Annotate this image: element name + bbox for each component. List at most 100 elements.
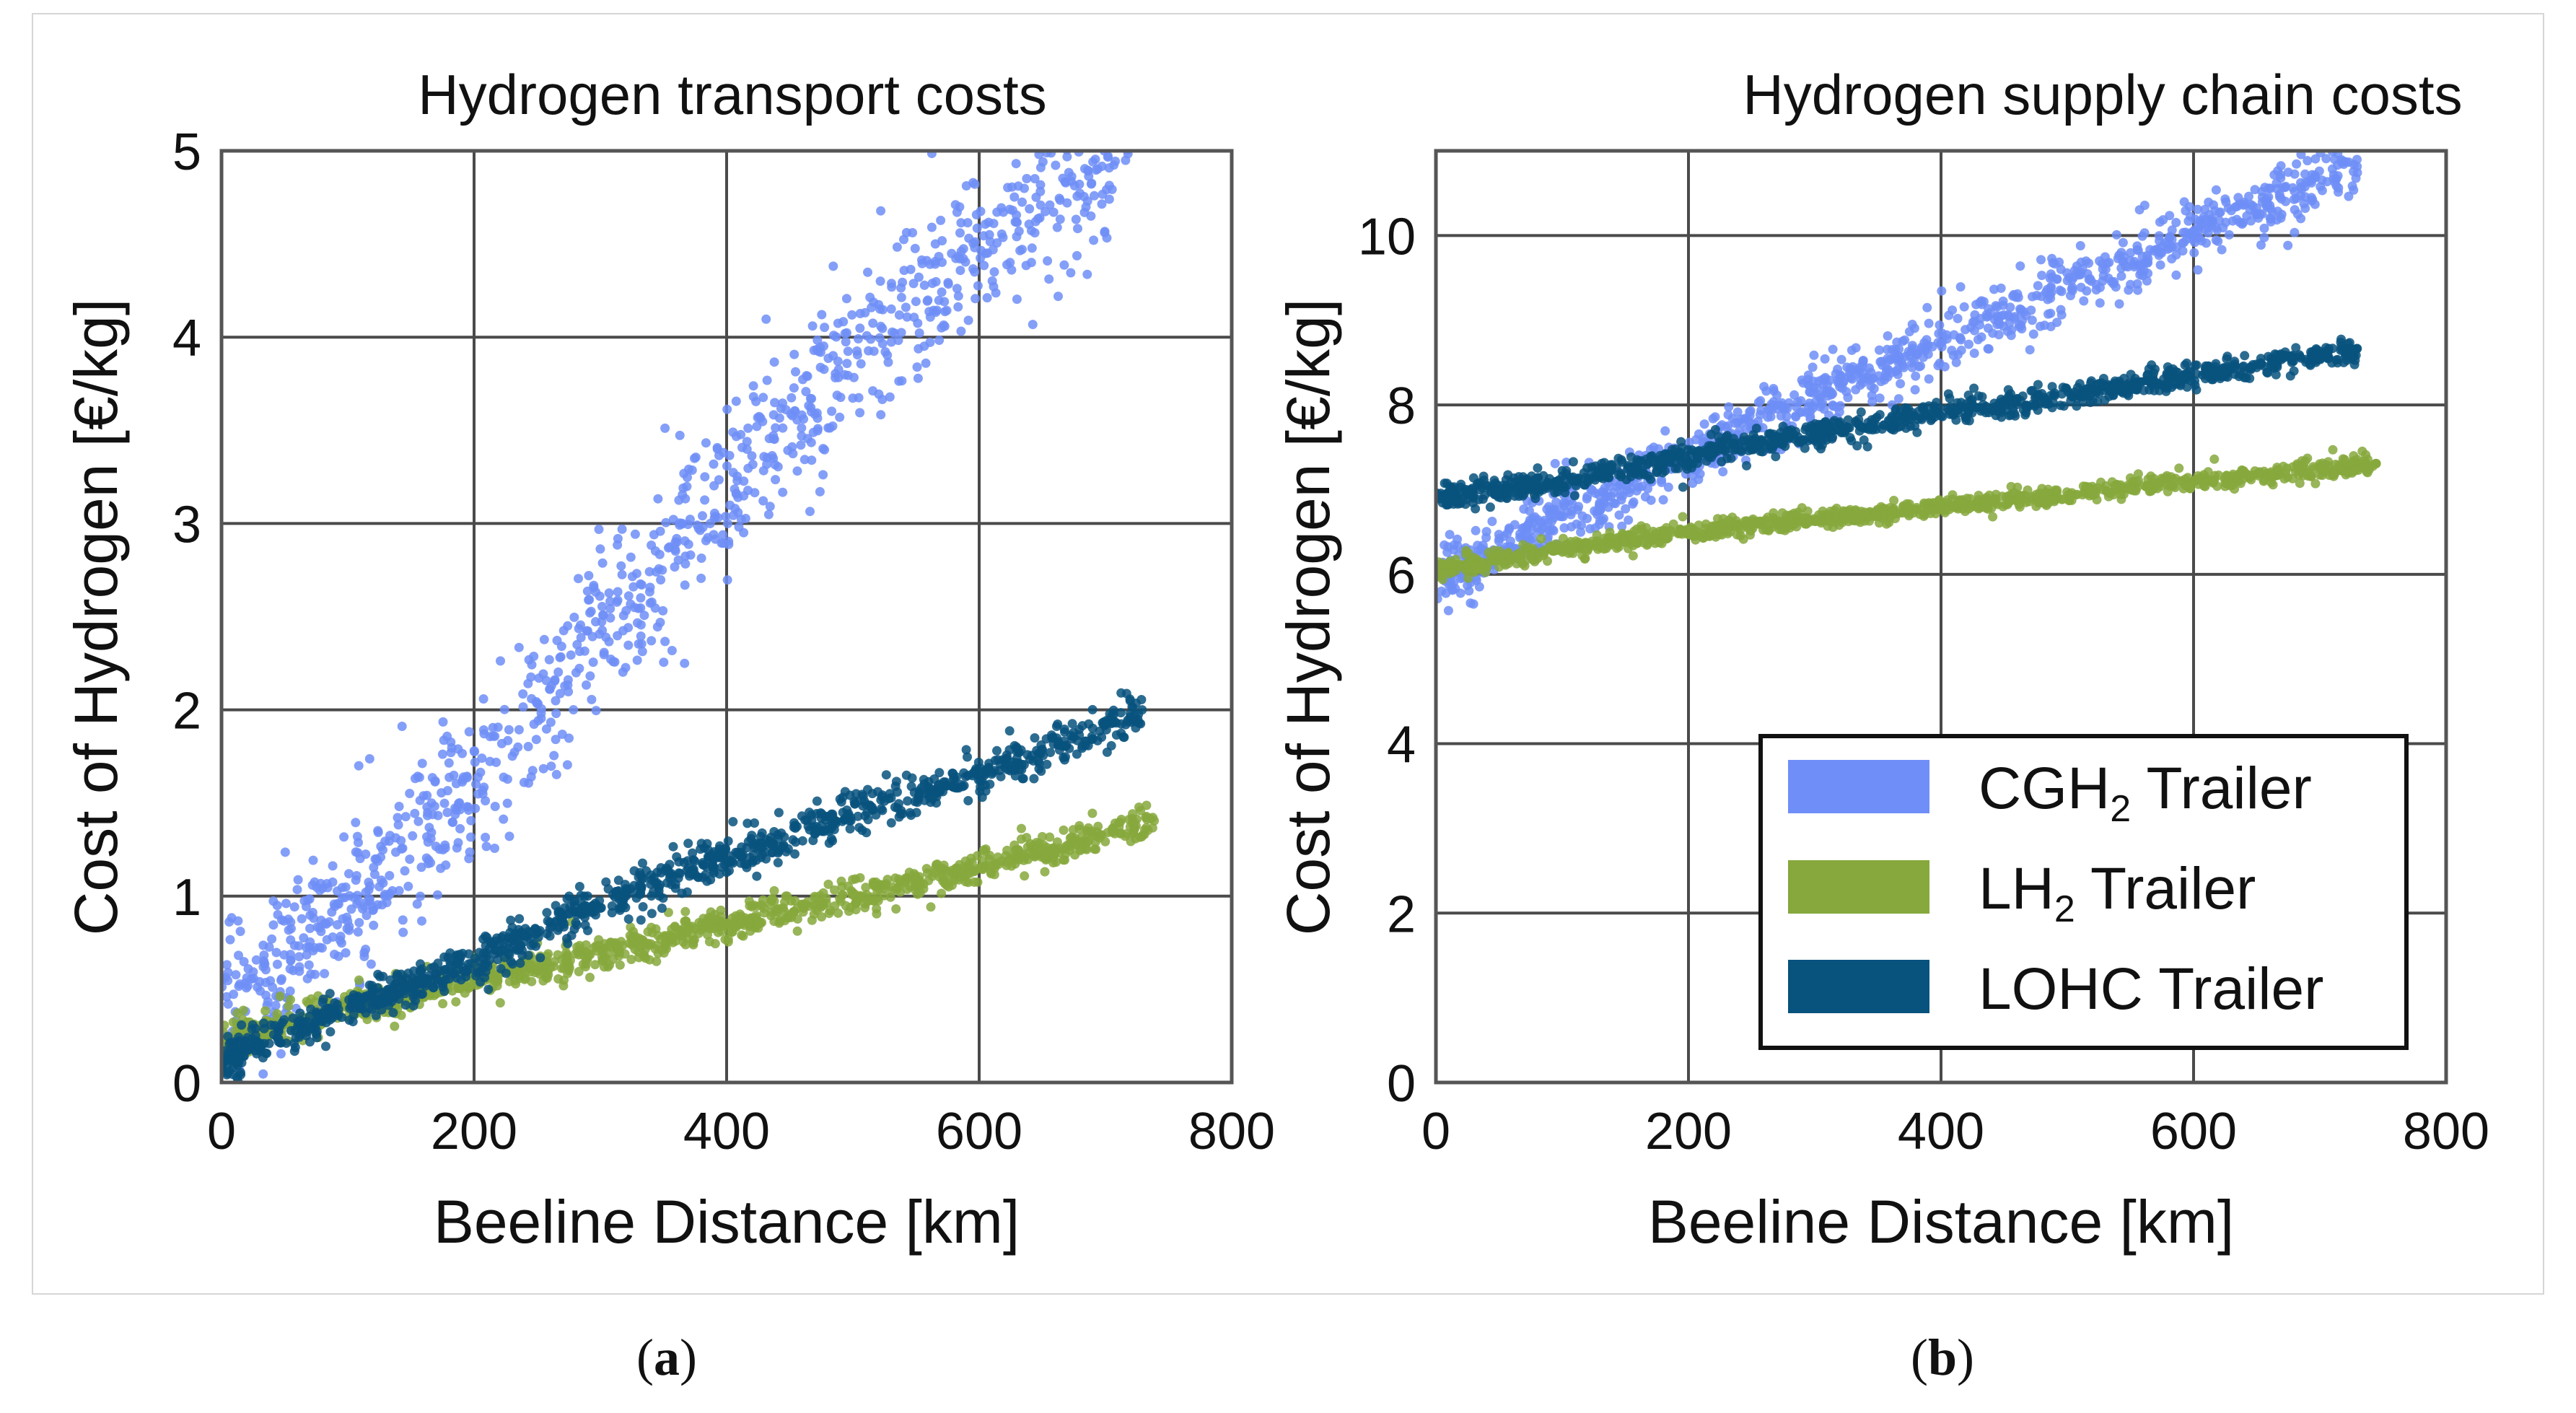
panel-a-point bbox=[1090, 844, 1100, 854]
panel-a-point bbox=[893, 787, 902, 797]
panel-b-point bbox=[1889, 496, 1899, 505]
panel-a-point bbox=[854, 334, 863, 344]
panel-a-point bbox=[592, 900, 602, 910]
panel-a-point bbox=[478, 694, 489, 704]
panel-a-point bbox=[1103, 131, 1112, 141]
panel-a-point bbox=[558, 626, 569, 636]
panel-a-point bbox=[553, 667, 564, 677]
panel-b-data-points bbox=[1436, 151, 2381, 616]
panel-a-point bbox=[658, 893, 668, 903]
panel-a-point bbox=[564, 891, 574, 901]
panel-a-point bbox=[934, 872, 945, 882]
panel-a-point bbox=[1148, 813, 1158, 823]
panel-a-point bbox=[373, 826, 383, 836]
panel-a-point bbox=[825, 423, 835, 433]
panel-a-point bbox=[1073, 224, 1082, 234]
panel-a-point bbox=[690, 856, 700, 866]
panel-b-point bbox=[1948, 350, 1958, 360]
panel-a-point bbox=[296, 1015, 306, 1025]
panel-b-point bbox=[1976, 332, 1986, 342]
panel-a-point bbox=[1081, 202, 1091, 212]
panel-a-point bbox=[1131, 717, 1141, 727]
panel-b-point bbox=[2075, 241, 2085, 250]
panel-a-x-tick-800: 800 bbox=[1188, 1103, 1275, 1160]
panel-b-point bbox=[1566, 509, 1576, 520]
panel-a-point bbox=[1072, 841, 1082, 851]
panel-a-point bbox=[875, 333, 885, 343]
panel-a-x-tick-200: 200 bbox=[431, 1103, 517, 1160]
panel-a-point bbox=[912, 362, 922, 372]
panel-a-point bbox=[1042, 759, 1052, 769]
panel-a-point bbox=[290, 1042, 300, 1052]
panel-a-point bbox=[677, 888, 687, 898]
panel-a-point bbox=[292, 885, 302, 895]
panel-a-point bbox=[495, 998, 505, 1008]
panel-a-point bbox=[636, 915, 646, 925]
panel-a-point bbox=[1049, 69, 1059, 79]
panel-a-point bbox=[985, 237, 995, 247]
panel-b-point bbox=[1599, 514, 1608, 524]
panel-a-point bbox=[891, 777, 901, 787]
panel-b-point bbox=[2095, 298, 2105, 308]
panel-b-point bbox=[1595, 499, 1605, 509]
panel-a-point bbox=[724, 539, 734, 549]
panel-a-point bbox=[1093, 134, 1103, 143]
panel-a-point bbox=[723, 519, 732, 528]
panel-a-point bbox=[462, 771, 472, 782]
panel-a-point bbox=[868, 386, 878, 396]
panel-b-point bbox=[2209, 454, 2220, 464]
panel-a-point bbox=[790, 896, 800, 906]
panel-a-point bbox=[1012, 753, 1022, 764]
panel-a-point bbox=[736, 515, 746, 525]
panel-a-point bbox=[483, 984, 494, 994]
panel-a-point bbox=[968, 178, 978, 188]
panel-a-point bbox=[437, 749, 447, 759]
panel-a-point bbox=[771, 475, 781, 485]
panel-a-point bbox=[242, 1033, 253, 1043]
panel-a-point bbox=[303, 895, 313, 905]
panel-a-point bbox=[1017, 823, 1026, 834]
panel-b-point bbox=[1572, 519, 1582, 529]
panel-a-point bbox=[546, 717, 556, 727]
panel-a-point bbox=[811, 900, 821, 909]
panel-a-point bbox=[331, 1007, 341, 1017]
panel-a-point bbox=[343, 917, 353, 926]
panel-a-point bbox=[657, 904, 667, 913]
panel-a-point bbox=[293, 875, 303, 885]
panel-a-point bbox=[880, 891, 889, 901]
panel-a-point bbox=[722, 461, 732, 471]
panel-a-point bbox=[506, 957, 516, 967]
panel-a-point bbox=[1142, 823, 1152, 833]
panel-a-point bbox=[229, 989, 239, 999]
panel-a-point bbox=[436, 863, 446, 873]
panel-a-point bbox=[352, 891, 362, 901]
panel-a-point bbox=[1089, 235, 1099, 245]
panel-a-point bbox=[640, 945, 650, 955]
panel-a-point bbox=[818, 470, 828, 480]
panel-a-point bbox=[509, 931, 520, 941]
panel-a-point bbox=[985, 779, 995, 789]
panel-b-point bbox=[2132, 241, 2142, 251]
panel-a-point bbox=[815, 486, 825, 496]
panel-a-point bbox=[289, 940, 299, 950]
panel-b-point bbox=[1547, 516, 1557, 526]
panel-a-point bbox=[833, 318, 843, 328]
panel-a-point bbox=[1020, 183, 1029, 193]
panel-a-point bbox=[851, 789, 861, 799]
panel-b-point bbox=[1710, 412, 1720, 422]
panel-b-point bbox=[1916, 361, 1926, 371]
panel-b-point bbox=[2292, 209, 2303, 219]
panel-a-point bbox=[651, 879, 661, 888]
panel-a-point bbox=[647, 636, 657, 646]
panel-a-point bbox=[817, 809, 827, 819]
panel-b-point bbox=[1867, 390, 1877, 401]
panel-a-point bbox=[789, 818, 799, 828]
panel-a-point bbox=[674, 495, 684, 505]
panel-b-point bbox=[1875, 393, 1885, 403]
panel-a-point bbox=[886, 304, 896, 314]
panel-a-point bbox=[325, 1027, 336, 1037]
panel-a-point bbox=[660, 932, 670, 942]
panel-a-point bbox=[721, 512, 731, 522]
panel-a-point bbox=[369, 870, 380, 880]
panel-a-point bbox=[1020, 871, 1030, 881]
